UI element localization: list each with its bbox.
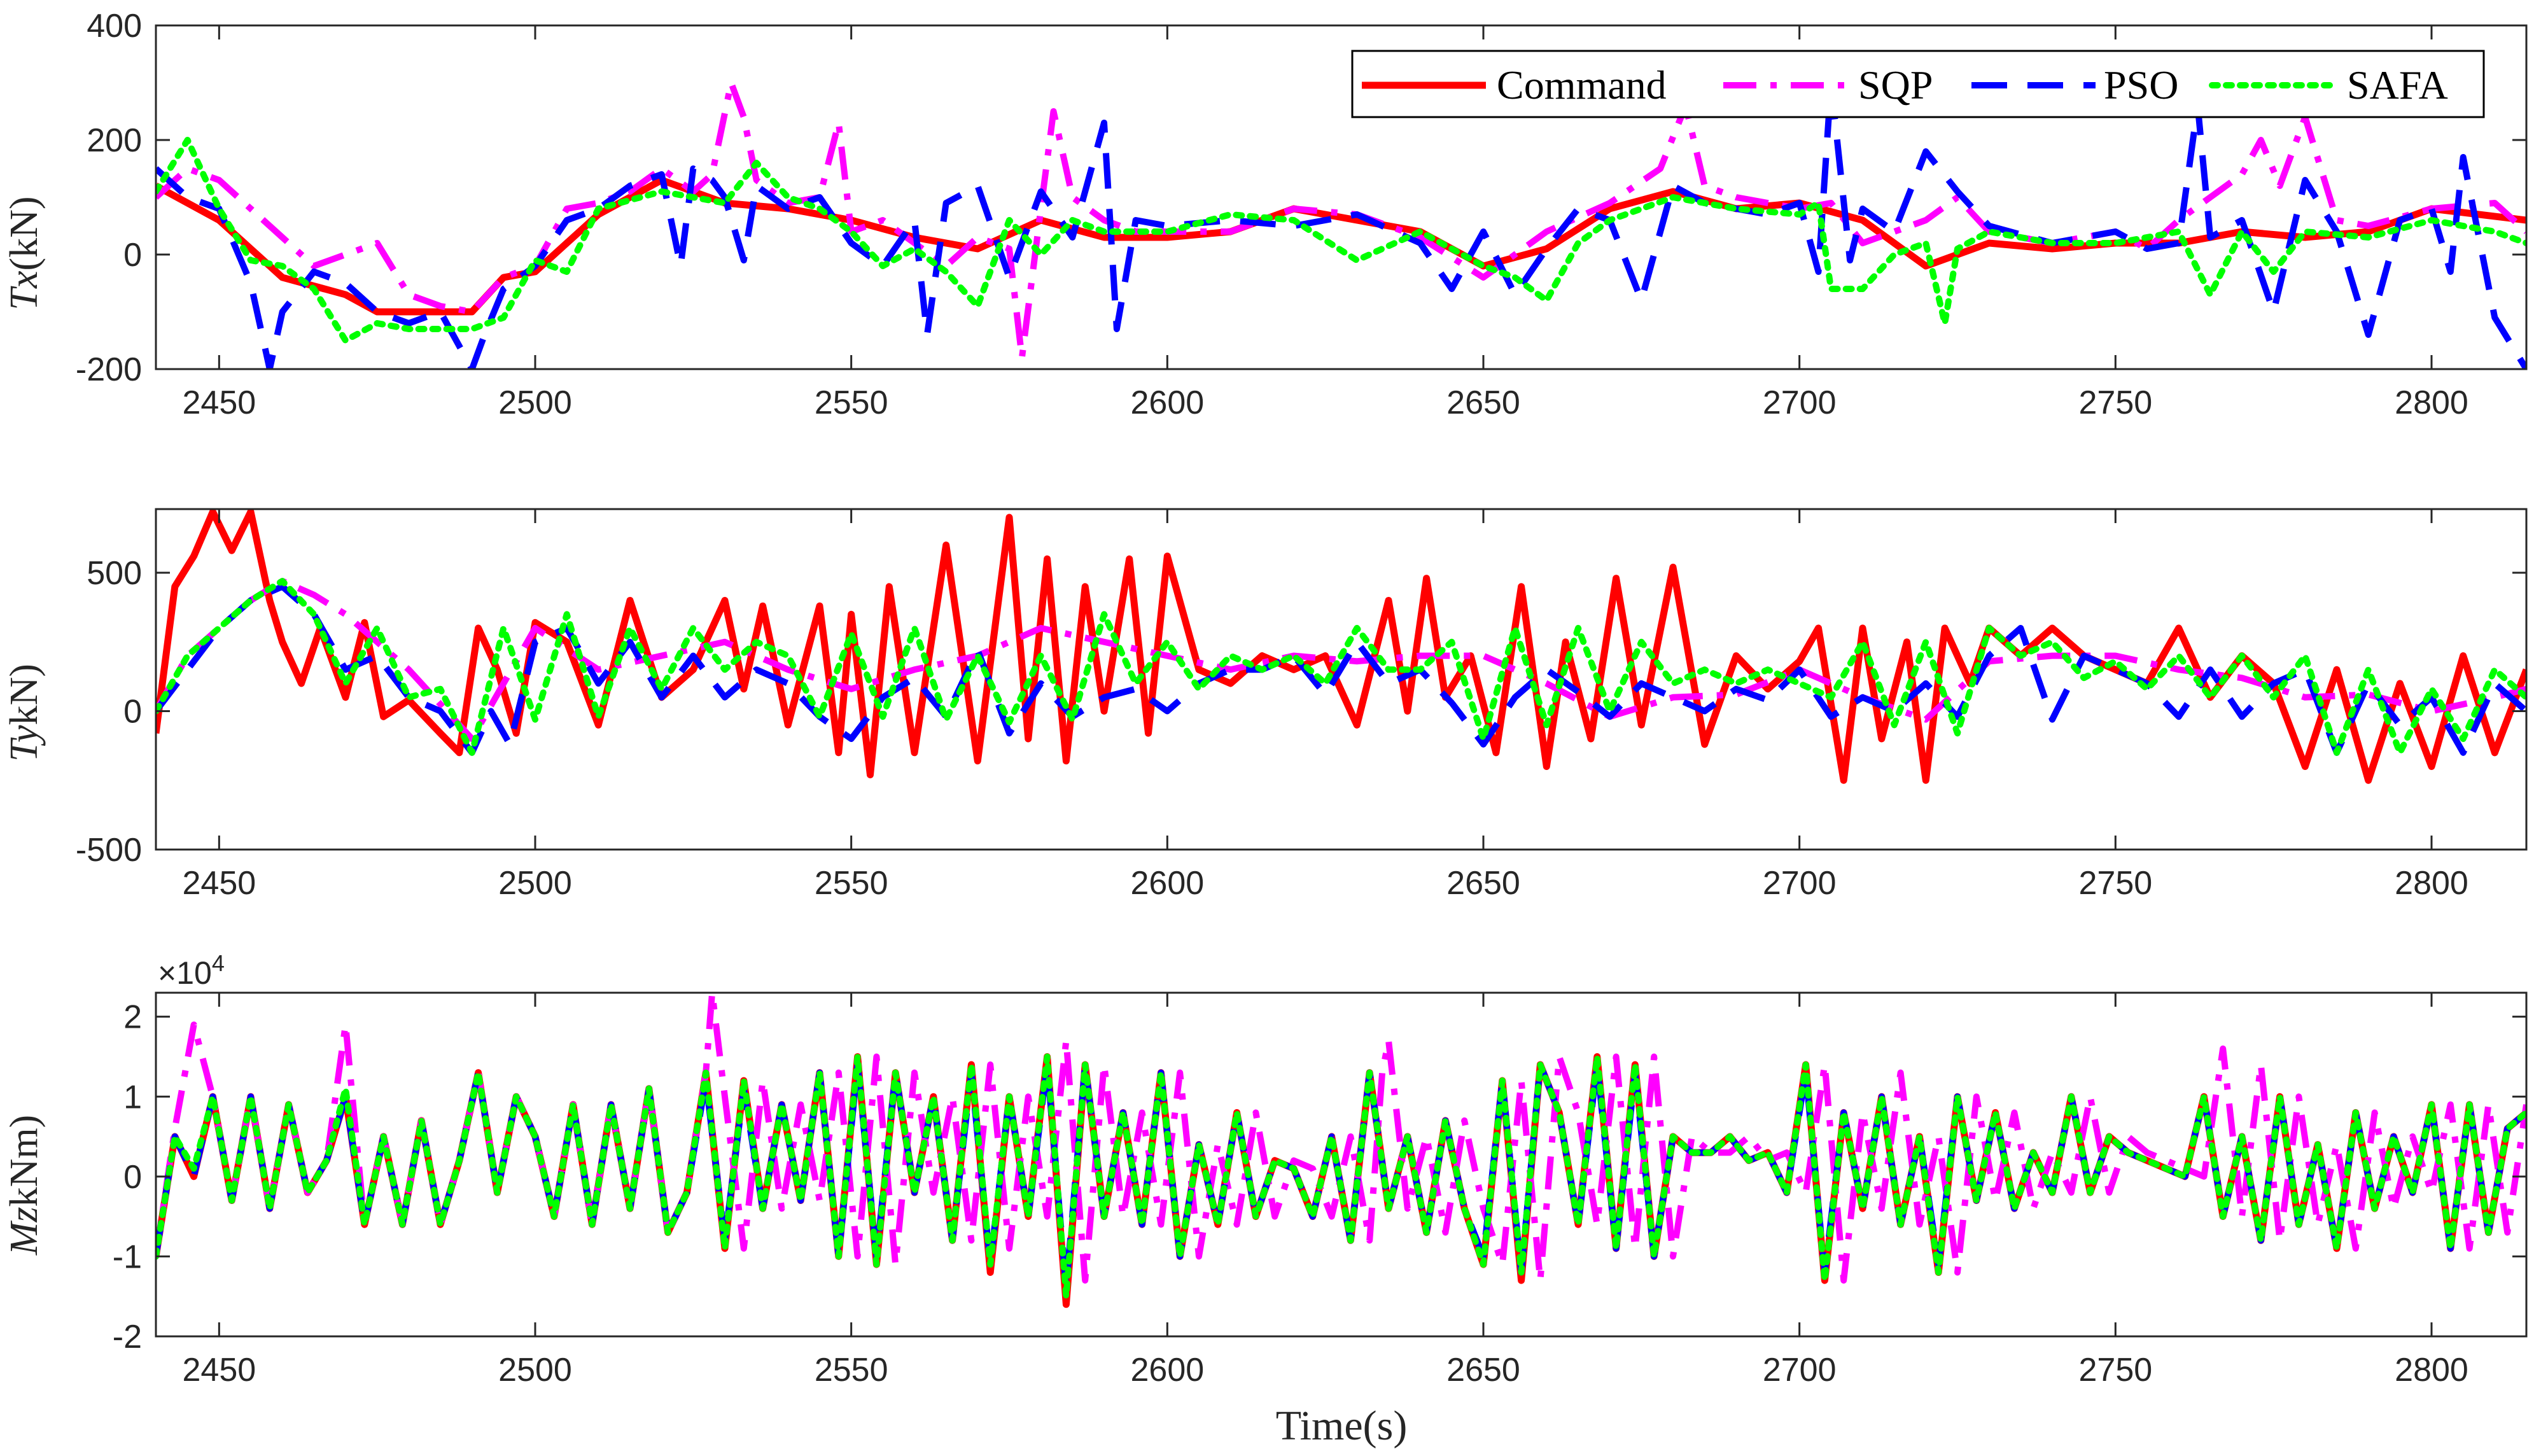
x-tick-label: 2550 xyxy=(815,865,888,902)
x-tick-label: 2450 xyxy=(182,1352,256,1389)
panel-mz-xticks: 2450 2500 2550 2600 2650 2700 2750 2800 xyxy=(182,993,2468,1389)
panel-ty-ylabel-unit: kN) xyxy=(3,664,46,725)
y-tick-label: 0 xyxy=(123,694,142,731)
x-tick-label: 2700 xyxy=(1763,1352,1837,1389)
x-tick-label: 2550 xyxy=(815,384,888,421)
panel-mz-exponent: ×104 xyxy=(158,950,225,991)
panel-tx-ylabel-unit: (kN) xyxy=(3,196,46,270)
panel-ty-ylabel: TykN) xyxy=(3,664,46,762)
panel-ty-ylabel-symbol: Ty xyxy=(3,725,46,762)
y-tick-label: 500 xyxy=(87,555,142,592)
y-tick-label: 1 xyxy=(123,1079,142,1116)
y-tick-label: 0 xyxy=(123,1159,142,1196)
panel-mz-yticks: -2 -1 0 1 2 xyxy=(113,999,2526,1355)
x-tick-label: 2650 xyxy=(1446,1352,1520,1389)
x-tick-label: 2650 xyxy=(1446,865,1520,902)
x-tick-label: 2500 xyxy=(498,384,572,421)
series-line-safa-tx xyxy=(156,137,2526,344)
panel-ty-xticks: 2450 2500 2550 2600 2650 2700 2750 2800 xyxy=(182,509,2468,902)
plot-background xyxy=(156,509,2526,850)
panel-mz-frame xyxy=(155,991,2528,1338)
panel-tx-xticks: 2450 2500 2550 2600 2650 2700 2750 2800 xyxy=(182,25,2468,421)
x-tick-label: 2500 xyxy=(498,1352,572,1389)
panel-ty-frame xyxy=(155,508,2528,851)
panel-ty-series xyxy=(156,509,2526,784)
x-tick-label: 2750 xyxy=(2078,1352,2152,1389)
panel-mz-ylabel: MzkNm) xyxy=(3,1115,46,1256)
x-tick-label: 2550 xyxy=(815,1352,888,1389)
axes-frame xyxy=(155,24,2528,370)
panel-ty-yticks: -500 0 500 xyxy=(76,555,2526,869)
panel-mz-exponent-power: 4 xyxy=(212,950,225,976)
panel-ty-plot-area xyxy=(156,509,2526,850)
x-tick-label: 2450 xyxy=(182,865,256,902)
y-tick-label: -500 xyxy=(76,832,142,869)
x-axis-label: Time(s) xyxy=(1276,1403,1408,1449)
panel-ty: -500 0 500 2450 2500 2550 2600 2650 2700 2750 280… xyxy=(3,508,2528,902)
x-tick-label: 2800 xyxy=(2395,1352,2468,1389)
x-tick-label: 2500 xyxy=(498,865,572,902)
legend: Command SQP PSO SAFA xyxy=(1351,50,2485,118)
legend-label-sqp: SQP xyxy=(1858,62,1933,108)
panel-tx-yticks: -200 0 200 400 xyxy=(76,8,2526,388)
x-tick-label: 2600 xyxy=(1130,384,1204,421)
x-tick-label: 2650 xyxy=(1446,384,1520,421)
y-tick-label: -1 xyxy=(113,1238,142,1275)
panel-mz-series xyxy=(156,993,2526,1308)
x-tick-label: 2600 xyxy=(1130,1352,1204,1389)
axes-frame xyxy=(155,991,2528,1338)
y-tick-label: -2 xyxy=(113,1319,142,1355)
panel-tx-series xyxy=(156,80,2526,369)
x-tick-label: 2450 xyxy=(182,384,256,421)
x-tick-label: 2800 xyxy=(2395,865,2468,902)
x-tick-label: 2750 xyxy=(2078,865,2152,902)
panel-tx-ylabel: Tx(kN) xyxy=(3,196,46,310)
series-line-pso-tx xyxy=(156,80,2526,369)
panel-tx-ylabel-symbol: Tx xyxy=(3,270,46,310)
panel-mz-ylabel-symbol: Mz xyxy=(3,1207,46,1256)
axes-frame xyxy=(155,508,2528,851)
x-tick-label: 2700 xyxy=(1763,384,1837,421)
y-tick-label: 200 xyxy=(87,122,142,159)
series-line-pso-ty xyxy=(156,583,2526,756)
legend-label-safa: SAFA xyxy=(2347,62,2448,108)
panel-mz: -2 -1 0 1 2 2450 2500 2550 2600 2650 2700 2750 2800… xyxy=(3,950,2528,1389)
series-line-safa-mz xyxy=(156,1053,2526,1300)
x-tick-label: 2600 xyxy=(1130,865,1204,902)
legend-label-command: Command xyxy=(1497,62,1667,108)
y-tick-label: -200 xyxy=(76,351,142,388)
panel-mz-exponent-base: ×10 xyxy=(158,955,212,991)
panel-mz-ylabel-unit: kNm) xyxy=(3,1115,46,1207)
panel-tx-frame xyxy=(155,24,2528,370)
y-tick-label: 2 xyxy=(123,999,142,1036)
series-line-command-ty xyxy=(156,509,2526,784)
series-line-safa-ty xyxy=(156,578,2526,756)
y-tick-label: 400 xyxy=(87,8,142,45)
x-tick-label: 2800 xyxy=(2395,384,2468,421)
x-tick-label: 2750 xyxy=(2078,384,2152,421)
legend-label-pso: PSO xyxy=(2104,62,2178,108)
x-tick-label: 2700 xyxy=(1763,865,1837,902)
y-tick-label: 0 xyxy=(123,237,142,274)
series-line-sqp-ty xyxy=(156,578,2526,742)
